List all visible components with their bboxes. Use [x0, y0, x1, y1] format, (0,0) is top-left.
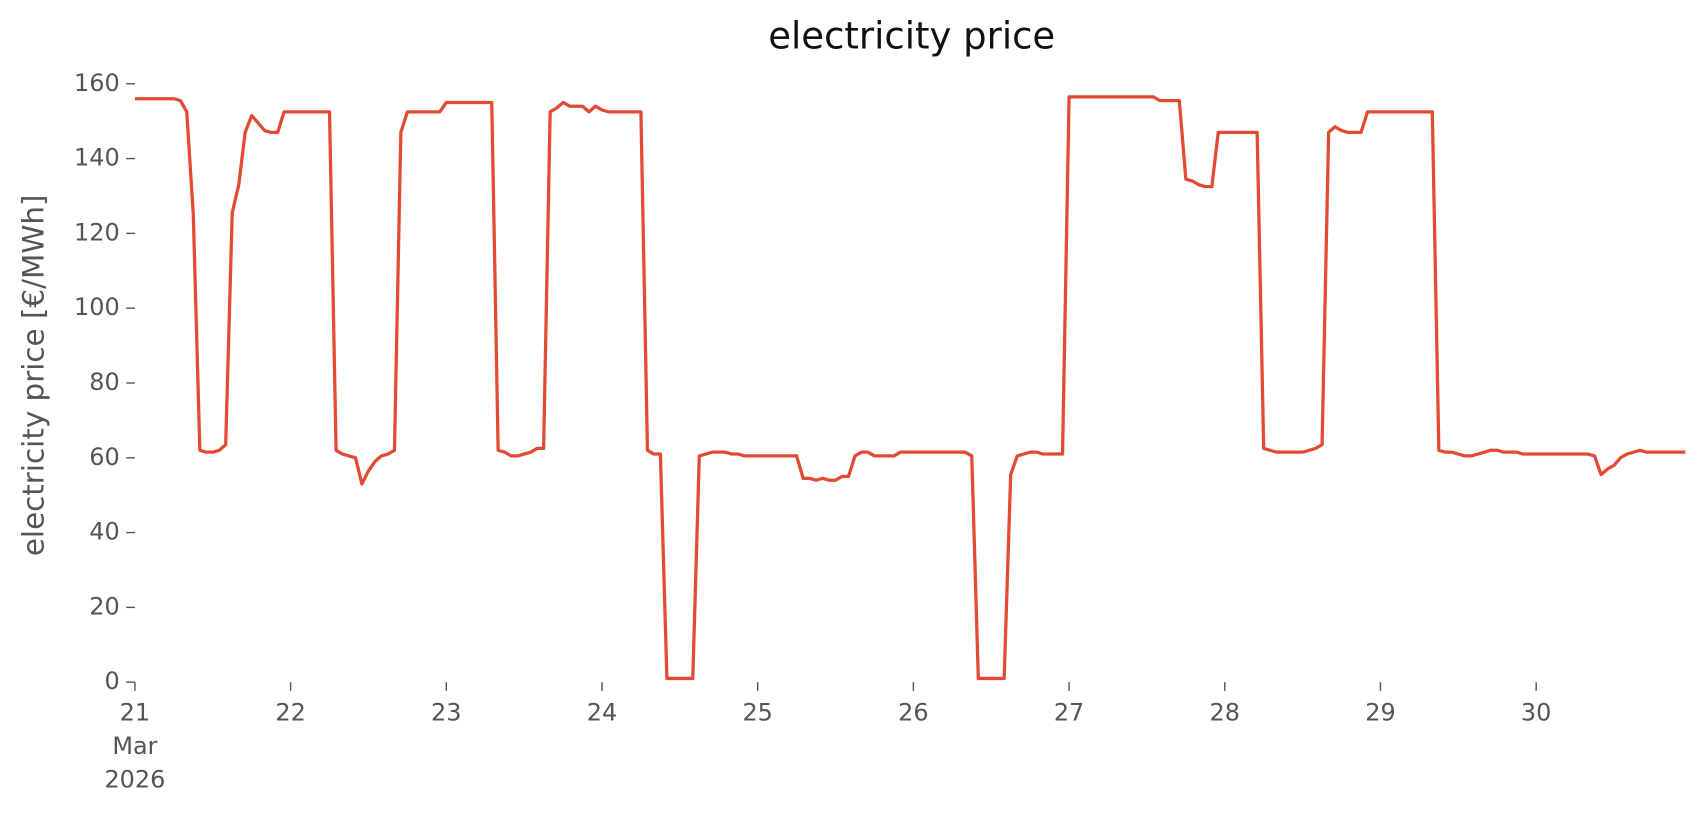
- line: [134, 95, 1686, 681]
- x-tick-label: 27: [1053, 699, 1085, 727]
- y-tick-label: 60: [89, 443, 119, 471]
- x-tick-label: 25: [742, 699, 773, 727]
- y-tick-label: 160: [74, 69, 120, 97]
- x-tick-label: 22: [275, 699, 306, 727]
- y-tick-label: 20: [89, 592, 119, 620]
- y-tick-label: 40: [89, 518, 119, 546]
- x-tick-label: 26: [898, 699, 929, 727]
- y-tick-label: 0: [104, 667, 119, 695]
- chart-title: electricity price: [768, 15, 1055, 58]
- x-tick-label: 28: [1209, 699, 1240, 727]
- y-axis-label: electricity price [€/MWh]: [16, 195, 50, 557]
- y-tick-label: 140: [74, 144, 120, 172]
- x-tick-label: 23: [431, 699, 462, 727]
- y-tick-label: 100: [74, 293, 120, 321]
- y-tick-label: 120: [74, 218, 120, 246]
- x-tick-label: 21 Mar 2026: [104, 699, 166, 795]
- x-tick-label: 29: [1365, 699, 1396, 727]
- x-tick-label: 24: [586, 699, 618, 727]
- x-tick-label: 30: [1520, 699, 1552, 727]
- y-tick-label: 80: [89, 368, 119, 396]
